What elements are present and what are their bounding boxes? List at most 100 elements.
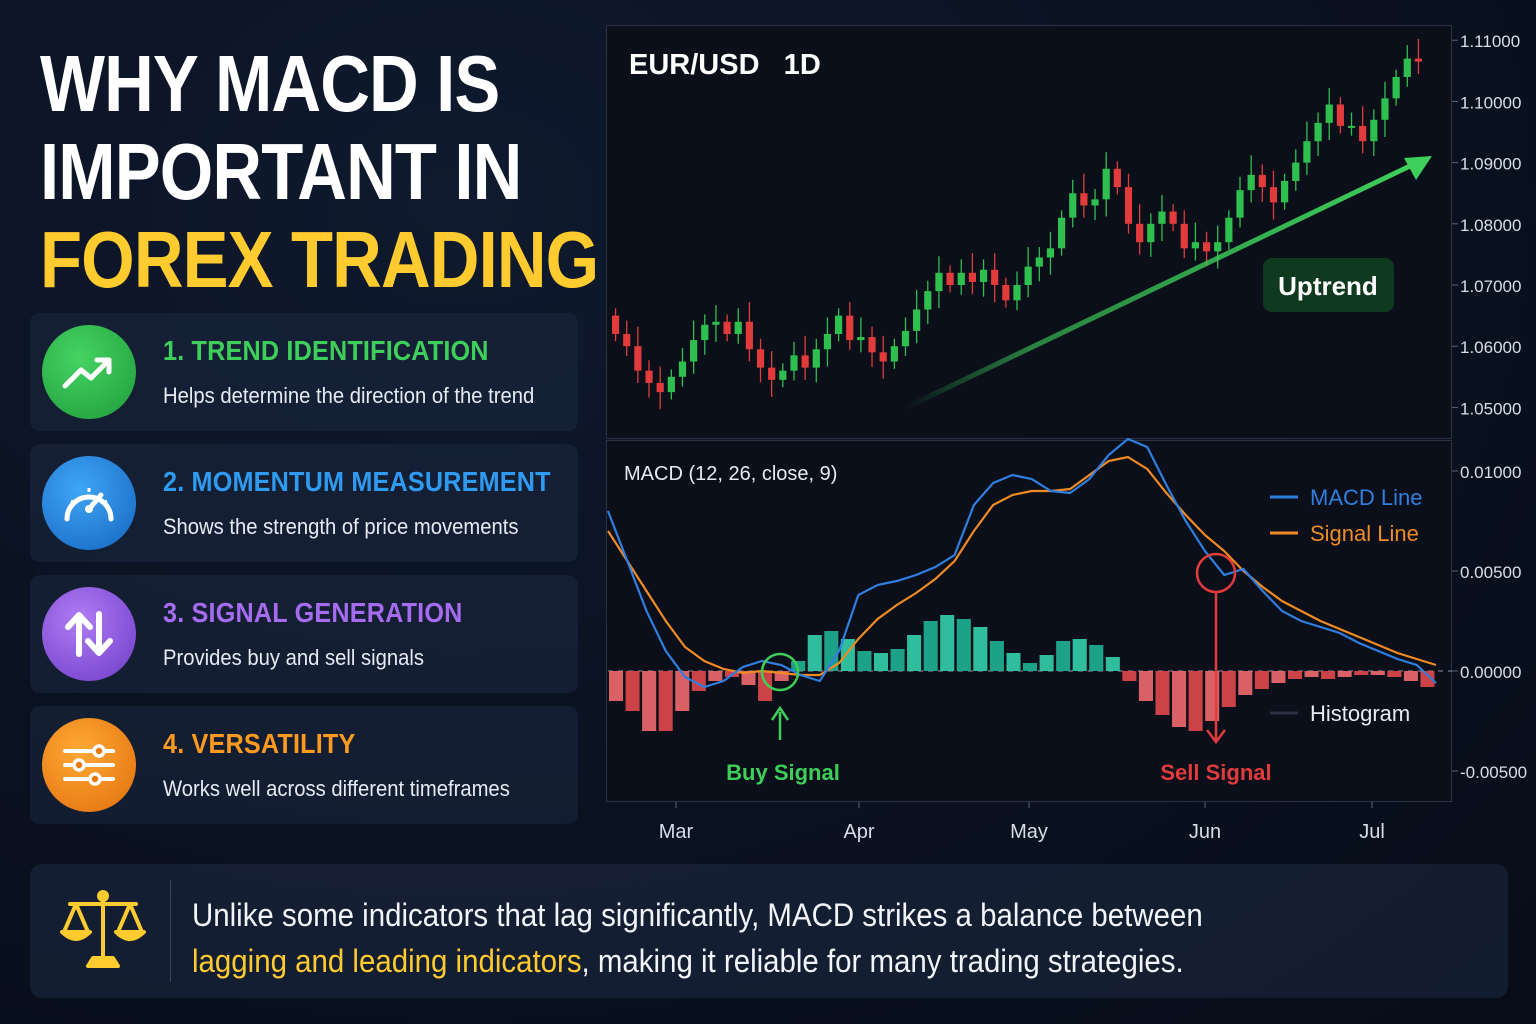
candle-body	[734, 321, 742, 334]
legend-label: Histogram	[1310, 701, 1410, 726]
histogram-bar	[1089, 645, 1104, 671]
histogram-bar	[1188, 671, 1203, 731]
candle-body	[1046, 248, 1055, 258]
histogram-bar	[1039, 655, 1054, 671]
candle-body	[1102, 168, 1110, 200]
histogram-bar	[1304, 671, 1319, 677]
histogram-bar	[1056, 641, 1071, 671]
buy-signal-label: Buy Signal	[726, 760, 840, 785]
signal-line	[607, 455, 1437, 677]
histogram-bar	[675, 671, 690, 711]
candle-body	[1214, 242, 1222, 252]
macd-line	[606, 437, 1437, 689]
candle-body	[823, 333, 832, 350]
uptrend-arrow-head	[1404, 156, 1432, 180]
histogram-bar	[1420, 671, 1435, 687]
candle-body	[890, 346, 898, 362]
candle-body	[1035, 257, 1043, 267]
histogram-bar	[989, 641, 1004, 671]
page-title: WHY MACD IS IMPORTANT IN FOREX TRADING	[40, 40, 599, 304]
histogram-bar	[824, 631, 839, 671]
feature-trend-identification: 1. TREND IDENTIFICATION Helps determine …	[30, 313, 578, 431]
price-chart-title: EUR/USD 1D	[629, 49, 821, 81]
candle-body	[879, 352, 887, 362]
histogram-bar	[708, 671, 723, 681]
speedometer-icon	[42, 456, 136, 550]
histogram-bar	[625, 671, 640, 711]
candle-body	[1325, 104, 1333, 123]
candle-body	[768, 367, 776, 380]
candle-body	[957, 272, 965, 286]
candle-body	[1069, 193, 1077, 218]
x-tick-label: Jul	[1359, 821, 1385, 843]
histogram-bar	[1155, 671, 1170, 715]
candle-body	[1080, 193, 1088, 206]
histogram-bar	[1238, 671, 1253, 695]
histogram-bar	[1321, 671, 1336, 679]
candle-body	[690, 340, 698, 362]
feature-momentum-measurement: 2. MOMENTUM MEASUREMENT Shows the streng…	[30, 444, 578, 562]
histogram-bar	[840, 639, 855, 671]
candle-body	[1124, 187, 1133, 224]
candle-body	[1013, 285, 1021, 301]
macd-chart-panel	[606, 440, 1452, 802]
histogram-bar	[642, 671, 657, 731]
candle-body	[1292, 162, 1300, 181]
candle-body	[991, 269, 999, 286]
candle-body	[979, 269, 988, 282]
x-tick-label: May	[1010, 821, 1048, 843]
price-y-tick-label: 1.11000	[1460, 32, 1520, 51]
candle-body	[1169, 211, 1177, 224]
histogram-bar	[1023, 663, 1038, 671]
candle-body	[723, 321, 731, 334]
title-line-2: IMPORTANT IN	[40, 127, 522, 216]
candle-body	[1024, 266, 1032, 286]
macd-y-tick-label: 0.00000	[1460, 663, 1521, 682]
candle-body	[678, 361, 687, 377]
candle-body	[1359, 125, 1367, 142]
histogram-bar	[1387, 671, 1402, 677]
histogram-bar	[1072, 639, 1087, 671]
trending-up-icon	[42, 325, 136, 419]
candle-body	[745, 321, 753, 350]
feature-title: 2. MOMENTUM MEASUREMENT	[163, 466, 551, 497]
candle-body	[1414, 58, 1423, 62]
sell-signal-arrowhead	[1206, 729, 1226, 745]
candle-body	[935, 272, 943, 292]
macd-y-tick-label: -0.00500	[1460, 763, 1527, 782]
price-y-tick-label: 1.06000	[1460, 338, 1521, 357]
histogram-bar	[873, 653, 889, 671]
sell-signal-circle	[1195, 552, 1237, 594]
histogram-bar	[1172, 671, 1187, 727]
title-line-3: FOREX TRADING	[40, 215, 599, 304]
price-y-tick-label: 1.05000	[1460, 399, 1521, 418]
candle-body	[834, 315, 843, 334]
feature-title: 3. SIGNAL GENERATION	[163, 597, 463, 628]
histogram-bar	[1006, 653, 1021, 671]
price-y-tick-label: 1.09000	[1460, 155, 1521, 174]
x-tick-label: Apr	[843, 821, 874, 843]
candle-body	[1392, 76, 1400, 99]
histogram-bar	[907, 635, 922, 671]
histogram-bar	[758, 671, 773, 701]
candle-body	[812, 349, 820, 368]
candle-body	[634, 346, 642, 371]
candle-body	[1258, 174, 1266, 188]
candle-body	[1403, 58, 1411, 77]
histogram-bar	[890, 649, 905, 671]
footer-text: Unlike some indicators that lag signific…	[192, 892, 1203, 984]
uptrend-label: Uptrend	[1278, 271, 1378, 301]
macd-y-tick-label: 0.00500	[1460, 563, 1521, 582]
price-y-tick-label: 1.10000	[1460, 93, 1521, 112]
candle-body	[656, 382, 664, 393]
histogram-bar	[807, 635, 822, 671]
macd-chart-title: MACD (12, 26, close, 9)	[624, 463, 837, 485]
candle-body	[1225, 217, 1233, 243]
candle-body	[667, 376, 675, 393]
candle-body	[1191, 242, 1200, 249]
feature-title: 1. TREND IDENTIFICATION	[163, 335, 489, 366]
candle-body	[924, 291, 932, 310]
candle-body	[1180, 223, 1188, 249]
histogram-bar	[609, 671, 624, 701]
candle-body	[1058, 217, 1066, 249]
